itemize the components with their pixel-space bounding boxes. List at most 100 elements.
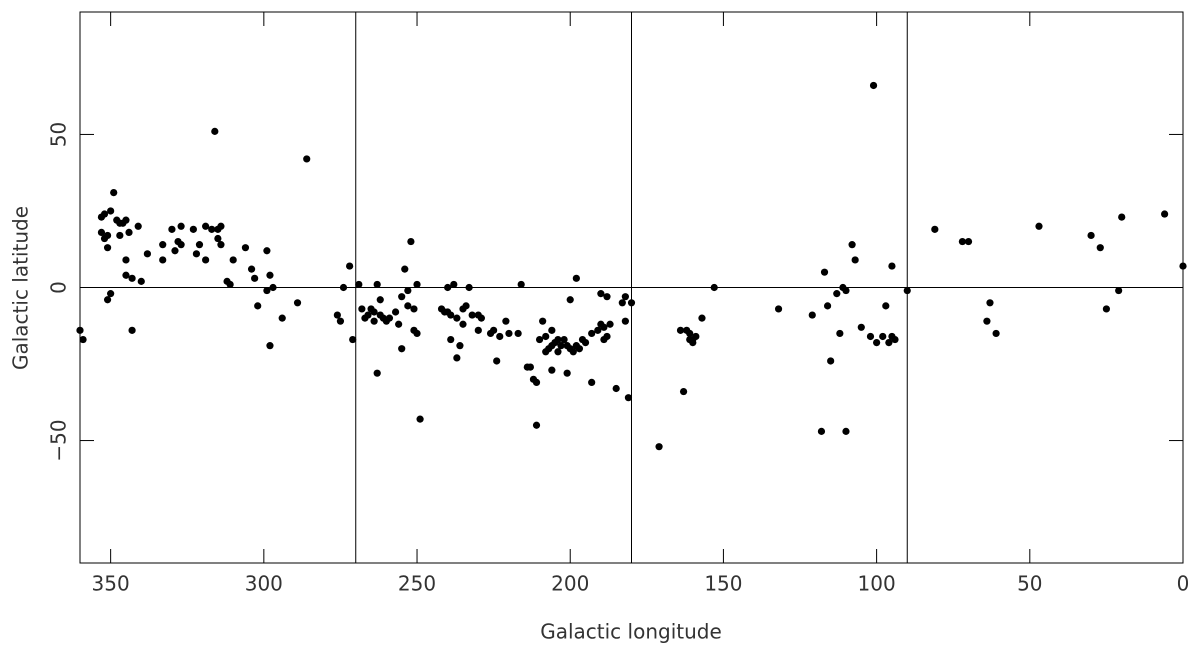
point bbox=[621, 293, 629, 301]
point bbox=[370, 308, 378, 316]
point bbox=[603, 293, 611, 301]
point bbox=[548, 366, 556, 374]
point bbox=[612, 384, 620, 393]
point bbox=[143, 250, 152, 258]
point bbox=[931, 225, 939, 233]
point bbox=[866, 332, 875, 341]
point bbox=[557, 342, 565, 350]
point bbox=[496, 332, 504, 341]
point bbox=[103, 244, 112, 252]
point bbox=[477, 314, 485, 322]
point bbox=[211, 127, 219, 135]
x-tick-label: 250 bbox=[398, 572, 436, 596]
point bbox=[588, 329, 596, 338]
point bbox=[395, 320, 403, 328]
point bbox=[465, 283, 473, 292]
x-axis-label: Galactic longitude bbox=[540, 620, 722, 644]
point bbox=[122, 216, 130, 224]
point bbox=[453, 314, 461, 322]
point bbox=[679, 387, 688, 396]
point bbox=[676, 326, 685, 334]
point bbox=[1179, 262, 1187, 270]
point bbox=[964, 237, 973, 246]
point bbox=[192, 250, 201, 258]
point bbox=[336, 317, 345, 325]
point bbox=[621, 317, 629, 325]
point bbox=[263, 247, 271, 255]
point bbox=[278, 314, 286, 322]
point bbox=[254, 302, 262, 310]
x-tick-label: 300 bbox=[245, 572, 283, 596]
point bbox=[879, 332, 887, 341]
point bbox=[836, 329, 844, 338]
point bbox=[588, 378, 596, 386]
point bbox=[903, 286, 911, 295]
point bbox=[532, 421, 541, 429]
point bbox=[349, 335, 357, 344]
point bbox=[548, 326, 556, 334]
point bbox=[1102, 305, 1111, 313]
point bbox=[456, 342, 464, 350]
point bbox=[827, 357, 835, 365]
point bbox=[217, 222, 225, 230]
point bbox=[177, 241, 185, 249]
point bbox=[202, 222, 210, 230]
point bbox=[447, 311, 455, 319]
point bbox=[468, 311, 476, 319]
point bbox=[566, 296, 574, 304]
point bbox=[128, 326, 136, 334]
point bbox=[189, 225, 197, 233]
point bbox=[269, 283, 277, 292]
point bbox=[554, 348, 562, 356]
point bbox=[339, 283, 348, 292]
point bbox=[177, 222, 185, 230]
point bbox=[447, 335, 455, 344]
point bbox=[293, 299, 302, 307]
point bbox=[229, 256, 237, 264]
point bbox=[1115, 286, 1123, 295]
point bbox=[125, 228, 133, 236]
point bbox=[398, 293, 406, 301]
point bbox=[532, 378, 541, 386]
point bbox=[517, 280, 525, 289]
point bbox=[891, 335, 899, 344]
point bbox=[505, 329, 513, 338]
point bbox=[986, 299, 994, 307]
point bbox=[358, 305, 366, 313]
point bbox=[214, 234, 222, 243]
point bbox=[76, 326, 84, 334]
point bbox=[597, 290, 605, 298]
point bbox=[373, 369, 381, 377]
x-tick-label: 350 bbox=[92, 572, 130, 596]
point bbox=[817, 427, 826, 435]
point bbox=[413, 329, 421, 338]
point bbox=[1096, 244, 1104, 252]
point bbox=[490, 326, 498, 334]
point bbox=[992, 329, 1000, 338]
point bbox=[122, 256, 130, 264]
point bbox=[385, 314, 394, 322]
point bbox=[226, 280, 234, 289]
point bbox=[848, 241, 856, 249]
point bbox=[171, 247, 179, 255]
point bbox=[110, 189, 118, 197]
point bbox=[808, 311, 816, 319]
point bbox=[539, 317, 547, 325]
point bbox=[413, 280, 421, 289]
point bbox=[195, 241, 204, 249]
point bbox=[355, 280, 363, 289]
point bbox=[103, 296, 112, 304]
point bbox=[416, 415, 424, 423]
point bbox=[453, 354, 461, 362]
point bbox=[857, 323, 865, 331]
point bbox=[407, 237, 415, 246]
point bbox=[563, 369, 571, 377]
point bbox=[603, 332, 611, 341]
point bbox=[526, 363, 534, 371]
point bbox=[606, 320, 614, 328]
point bbox=[303, 155, 311, 163]
point bbox=[122, 271, 130, 279]
point bbox=[569, 348, 577, 356]
